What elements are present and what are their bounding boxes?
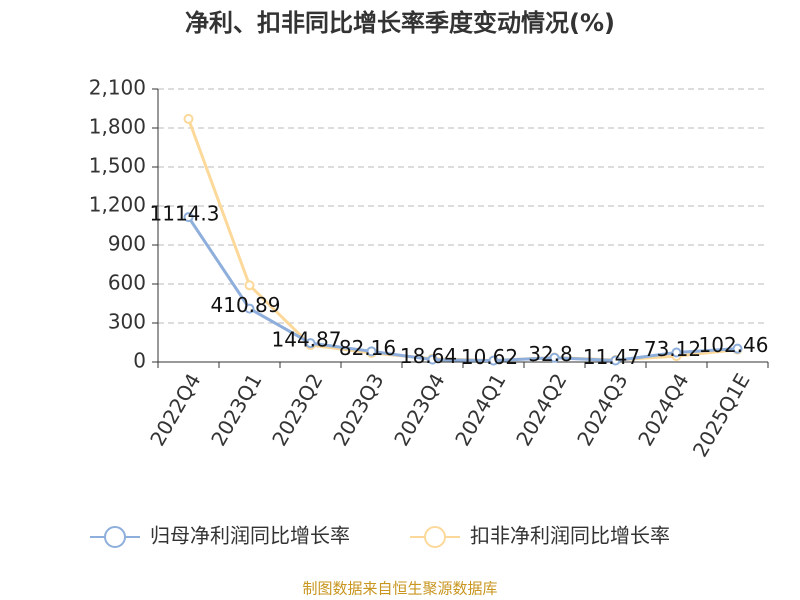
x-tick-label: 2024Q1 [450,369,510,450]
data-point [183,212,194,223]
data-label: 102.46 [699,333,769,357]
data-point [244,280,255,291]
x-tick-label: 2024Q2 [511,369,571,450]
data-point [732,343,743,354]
data-point [366,346,377,357]
data-label: 18.64 [400,344,457,368]
data-label: 32.8 [528,342,573,366]
data-point [183,113,194,124]
y-tick-label: 1,200 [89,193,146,217]
y-tick-label: 1,500 [89,154,146,178]
data-point [549,352,560,363]
x-tick-label: 2023Q1 [206,369,266,450]
data-point [671,347,682,358]
data-label: 11.47 [583,345,640,369]
y-tick-label: 2,100 [89,76,146,100]
y-tick-label: 600 [108,271,146,295]
legend-swatch [424,526,446,548]
data-label: 73.12 [644,337,701,361]
data-label: 82.16 [339,336,396,360]
y-tick-label: 900 [108,232,146,256]
x-tick-label: 2022Q4 [145,369,205,450]
x-tick-label: 2023Q2 [267,369,327,450]
data-label: 144.87 [272,328,342,352]
y-tick-label: 1,800 [89,115,146,139]
x-tick-label: 2023Q4 [389,369,449,450]
legend-swatch [104,526,126,548]
series-line [187,118,738,362]
data-label: 1114.3 [150,202,220,226]
x-tick-label: 2024Q3 [572,369,632,450]
x-tick-label: 2023Q3 [328,369,388,450]
y-tick-label: 300 [108,310,146,334]
data-point [610,355,621,366]
data-point [305,338,316,349]
data-point [488,355,499,366]
legend-label: 扣非净利润同比增长率 [470,524,670,548]
legend-label: 归母净利润同比增长率 [150,524,350,548]
x-tick-label: 2025Q1E [688,369,755,461]
x-tick-label: 2024Q4 [633,369,693,450]
y-tick-label: 0 [133,349,146,373]
data-label: 10.62 [461,345,518,369]
chart-title: 净利、扣非同比增长率季度变动情况(%) [185,9,615,37]
data-point [427,354,438,365]
series-line [187,216,738,363]
data-point [244,303,255,314]
data-label: 410.89 [211,293,281,317]
source-note: 制图数据来自恒生聚源数据库 [302,580,497,598]
